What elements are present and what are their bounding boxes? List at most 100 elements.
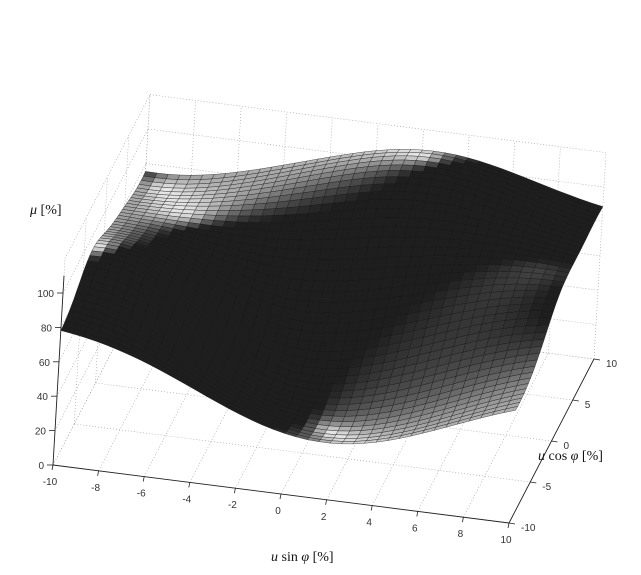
y-tick-label: 5: [585, 400, 591, 411]
surface-face: [392, 155, 408, 161]
y-tick-mark: [593, 358, 601, 361]
surface-face: [330, 415, 345, 422]
z-axis-label: μ [%]: [29, 203, 62, 218]
surface-face: [183, 205, 198, 211]
surface-mesh: [60, 149, 604, 445]
surface-face: [397, 149, 412, 153]
x-tick-mark: [234, 488, 236, 494]
x-tick-mark: [325, 499, 327, 505]
surface-face: [500, 258, 515, 266]
z-tick-label: 80: [41, 323, 53, 334]
y-axis-label: u cos φ [%]: [538, 449, 603, 464]
y-tick-mark: [530, 481, 537, 484]
y-tick-mark: [508, 522, 516, 525]
surface-face: [234, 221, 249, 230]
y-tick-label: -5: [542, 482, 551, 493]
surface-face: [175, 179, 190, 185]
x-tick-label: -8: [91, 483, 100, 494]
surface-face: [488, 257, 503, 266]
z-tick-label: 60: [39, 358, 51, 369]
surface-face: [343, 438, 358, 442]
surface-face: [530, 272, 545, 280]
surface-face: [196, 202, 212, 207]
surface-face: [543, 297, 559, 306]
x-tick-label: 8: [458, 529, 464, 540]
x-tick-mark: [370, 505, 373, 511]
surface-face: [530, 339, 545, 348]
x-tick-mark: [416, 511, 419, 517]
surface-face: [335, 430, 350, 436]
surface-face: [400, 164, 415, 171]
x-tick-label: -10: [43, 477, 58, 488]
surface-face: [534, 325, 550, 334]
x-tick-label: 6: [412, 523, 418, 534]
surface-face: [406, 176, 422, 185]
surface-face: [321, 409, 336, 417]
x-tick-mark: [51, 464, 54, 471]
surface-face: [518, 271, 533, 279]
surface-face: [178, 195, 193, 200]
surface-face: [224, 215, 240, 223]
surface-face: [340, 441, 356, 445]
x-tick-mark: [142, 476, 145, 482]
x-tick-label: -2: [228, 500, 237, 511]
surface-face: [180, 191, 195, 196]
z-tick-label: 100: [37, 289, 54, 300]
surface-face: [502, 252, 517, 260]
surface-face: [171, 187, 186, 193]
surface-face: [176, 198, 191, 203]
surface-face: [507, 271, 522, 279]
surface-face: [532, 332, 547, 341]
surface-face: [525, 284, 540, 291]
surface-face: [534, 290, 549, 298]
surface-face: [402, 159, 417, 166]
z-tick-label: 0: [38, 461, 44, 472]
surface-face: [497, 264, 513, 272]
surface-face: [328, 421, 343, 427]
surface-face: [185, 202, 200, 207]
x-tick-mark: [507, 522, 510, 529]
surface-face: [527, 346, 543, 355]
surface-face: [345, 434, 360, 439]
x-tick-label: 2: [321, 512, 327, 523]
surface-face: [406, 152, 421, 157]
x-tick-label: 0: [275, 506, 281, 517]
surface-face: [503, 406, 519, 413]
side-wall-gridline: [64, 94, 151, 259]
x-tick-label: 10: [500, 535, 512, 546]
surface-face: [404, 155, 419, 161]
surface-face: [187, 198, 202, 203]
surface-face: [332, 410, 348, 417]
surface-face: [541, 304, 556, 312]
surface-face: [537, 318, 552, 326]
y-tick-label: 0: [564, 441, 570, 452]
surface-face: [329, 440, 344, 444]
z-tick-label: 20: [35, 427, 47, 438]
y-tick-label: 10: [606, 359, 618, 370]
floor-gridline: [463, 353, 549, 518]
surface-face: [168, 191, 184, 196]
surface-face: [527, 278, 542, 286]
surface-face: [213, 215, 228, 222]
x-tick-label: 4: [366, 518, 372, 529]
surface-face: [481, 242, 496, 252]
surface-face: [539, 310, 554, 319]
x-tick-mark: [462, 517, 464, 523]
surface-face: [511, 259, 526, 267]
surface-face: [537, 284, 552, 292]
surface-face: [546, 291, 561, 299]
x-tick-mark: [188, 482, 191, 488]
side-wall-gridline: [62, 128, 149, 294]
surface-face: [520, 266, 535, 274]
x-tick-label: -4: [182, 494, 191, 505]
surface-face: [206, 205, 221, 211]
z-axis-line: [52, 275, 65, 466]
z-tick-label: 40: [37, 392, 49, 403]
surface-face: [323, 403, 338, 411]
y-tick-mark: [551, 440, 558, 443]
y-tick-label: -10: [521, 523, 536, 534]
x-axis-label: u sin φ [%]: [271, 550, 334, 565]
x-tick-mark: [97, 470, 99, 476]
